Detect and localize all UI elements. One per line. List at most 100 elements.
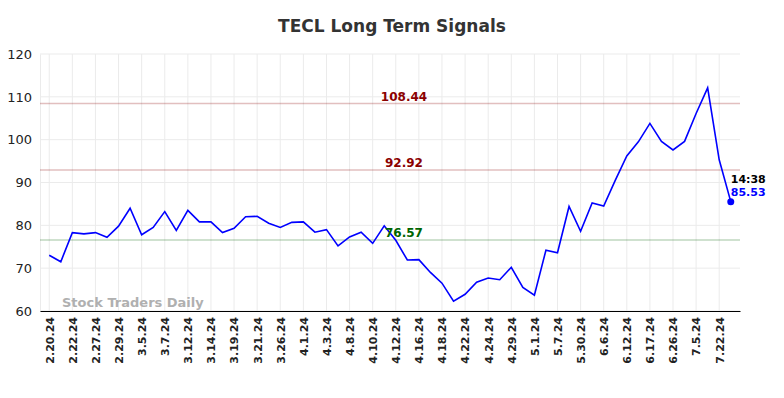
x-tick: 4.12.24 — [390, 311, 403, 364]
x-tick: 6.26.24 — [667, 311, 680, 364]
x-tick-label: 5.30.24 — [575, 317, 588, 364]
grid-line-x — [626, 54, 627, 311]
x-tick-label: 4.1.24 — [298, 317, 311, 356]
x-tick-label: 4.12.24 — [390, 317, 403, 364]
grid-line-x — [534, 54, 535, 311]
last-point — [727, 198, 734, 205]
x-tick: 4.3.24 — [321, 311, 334, 356]
price-line — [49, 88, 731, 301]
y-tick-label: 60 — [15, 304, 32, 319]
grid-line-x — [649, 54, 650, 311]
x-tick: 3.21.24 — [252, 311, 265, 364]
grid-line-x — [580, 54, 581, 311]
x-tick: 4.16.24 — [413, 311, 426, 364]
grid-line-x — [49, 54, 50, 311]
x-tick: 4.18.24 — [436, 311, 449, 364]
x-tick-label: 3.19.24 — [228, 317, 241, 364]
grid-line-x — [557, 54, 558, 311]
y-tick-label: 110 — [7, 89, 32, 104]
x-tick: 6.12.24 — [621, 311, 634, 364]
last-time: 14:38 — [731, 173, 766, 186]
x-tick: 4.8.24 — [344, 311, 357, 356]
x-tick-label: 4.16.24 — [413, 317, 426, 364]
y-tick: 120 — [7, 47, 40, 62]
x-tick-label: 5.7.24 — [552, 317, 565, 356]
x-tick: 6.17.24 — [644, 311, 657, 364]
grid-line-x — [280, 54, 281, 311]
reference-label: 92.92 — [385, 156, 423, 170]
x-tick-label: 4.22.24 — [459, 317, 472, 364]
grid-line-x — [488, 54, 489, 311]
grid-line-x — [210, 54, 211, 311]
x-tick-label: 4.3.24 — [321, 317, 334, 356]
x-tick-label: 4.18.24 — [436, 317, 449, 364]
reference-label: 108.44 — [381, 90, 427, 104]
y-tick-label: 90 — [15, 175, 32, 190]
watermark: Stock Traders Daily — [62, 295, 204, 310]
grid — [40, 54, 740, 311]
plot-area — [40, 88, 740, 301]
x-axis-line — [41, 311, 741, 312]
grid-line-x — [465, 54, 466, 311]
x-tick: 7.5.24 — [690, 311, 703, 356]
x-tick-label: 3.7.24 — [159, 317, 172, 356]
x-tick-label: 2.29.24 — [113, 317, 126, 364]
x-tick: 5.1.24 — [529, 311, 542, 356]
grid-line-x — [303, 54, 304, 311]
last-value: 85.53 — [731, 186, 766, 199]
grid-line-x — [696, 54, 697, 311]
y-tick-label: 100 — [7, 132, 32, 147]
x-tick: 2.27.24 — [90, 311, 103, 364]
x-tick-label: 2.20.24 — [44, 317, 57, 364]
grid-line-x — [719, 54, 720, 311]
x-tick: 2.20.24 — [44, 311, 57, 364]
x-tick: 4.10.24 — [367, 311, 380, 364]
grid-line-y — [40, 311, 740, 312]
x-tick-label: 6.6.24 — [598, 317, 611, 356]
y-tick-label: 70 — [15, 261, 32, 276]
y-tick: 60 — [15, 304, 40, 319]
x-tick-label: 6.26.24 — [667, 317, 680, 364]
grid-line-x — [141, 54, 142, 311]
title: TECL Long Term Signals — [278, 16, 506, 36]
x-tick: 5.7.24 — [552, 311, 565, 356]
x-tick: 4.1.24 — [298, 311, 311, 356]
y-axis-line — [40, 55, 41, 312]
grid-line-x — [234, 54, 235, 311]
x-tick: 2.29.24 — [113, 311, 126, 364]
grid-line-x — [187, 54, 188, 311]
grid-line-y — [40, 182, 740, 183]
y-tick-label: 80 — [15, 218, 32, 233]
y-axis: 60 70 80 90 100 110 120 — [7, 47, 40, 319]
x-tick: 3.12.24 — [182, 311, 195, 364]
x-axis: 2.20.24 2.22.24 2.27.24 2.29.24 3.5.24 3.7.24… — [41, 311, 741, 364]
y-tick-label: 120 — [7, 47, 32, 62]
grid-line-x — [372, 54, 373, 311]
x-tick: 6.6.24 — [598, 311, 611, 356]
x-tick-label: 2.22.24 — [67, 317, 80, 364]
reference-label: 76.57 — [385, 226, 423, 240]
grid-line-y — [40, 268, 740, 269]
x-tick: 3.19.24 — [228, 311, 241, 364]
grid-line-x — [511, 54, 512, 311]
grid-line-x — [72, 54, 73, 311]
y-tick: 90 — [15, 175, 40, 190]
x-tick-label: 6.17.24 — [644, 317, 657, 364]
x-tick-label: 3.5.24 — [136, 317, 149, 356]
y-tick: 110 — [7, 89, 40, 104]
x-tick-label: 4.29.24 — [506, 317, 519, 364]
x-tick: 4.29.24 — [506, 311, 519, 364]
x-tick-label: 3.12.24 — [182, 317, 195, 364]
x-tick-label: 7.5.24 — [690, 317, 703, 356]
x-tick-label: 4.8.24 — [344, 317, 357, 356]
x-tick-label: 3.26.24 — [275, 317, 288, 364]
grid-line-x — [673, 54, 674, 311]
grid-line-x — [118, 54, 119, 311]
x-tick-label: 4.10.24 — [367, 317, 380, 364]
grid-line-y — [40, 139, 740, 140]
x-tick-label: 5.1.24 — [529, 317, 542, 356]
x-tick: 3.14.24 — [205, 311, 218, 364]
y-tick: 70 — [15, 261, 40, 276]
x-tick-label: 4.24.24 — [483, 317, 496, 364]
grid-line-x — [349, 54, 350, 311]
